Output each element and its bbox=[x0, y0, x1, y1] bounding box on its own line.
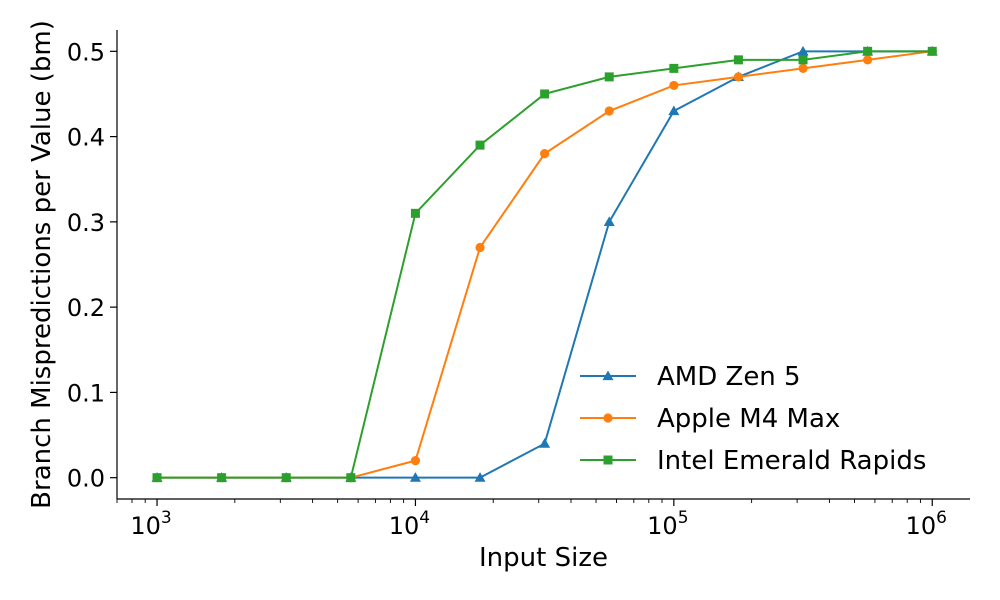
legend-marker bbox=[602, 370, 614, 381]
x-tick-label: 105 bbox=[647, 508, 688, 540]
x-tick-label-base: 10 bbox=[389, 512, 420, 540]
series-layer bbox=[151, 45, 938, 483]
data-point bbox=[539, 438, 551, 448]
data-point bbox=[152, 473, 162, 483]
data-point bbox=[346, 473, 356, 483]
legend-item: Apple M4 Max bbox=[580, 404, 840, 434]
y-tick-label: 0.5 bbox=[67, 38, 105, 66]
y-tick-label: 0.1 bbox=[67, 379, 105, 407]
x-tick-label-exponent: 3 bbox=[161, 508, 172, 528]
y-axis: 0.0 0.1 0.2 0.3 0.4 0.5 bbox=[67, 38, 117, 493]
x-tick-label-base: 10 bbox=[130, 512, 161, 540]
legend-label: AMD Zen 5 bbox=[657, 362, 801, 392]
data-point bbox=[604, 72, 614, 82]
legend-marker bbox=[603, 413, 613, 423]
data-point bbox=[540, 89, 550, 99]
data-point bbox=[540, 149, 550, 159]
y-tick-label: 0.4 bbox=[67, 124, 105, 152]
data-point bbox=[798, 63, 808, 73]
y-tick-label: 0.2 bbox=[67, 294, 105, 322]
data-point bbox=[474, 472, 486, 482]
x-tick-label: 104 bbox=[389, 508, 430, 540]
data-point bbox=[604, 106, 614, 116]
data-point bbox=[475, 242, 485, 253]
x-tick-label-exponent: 4 bbox=[419, 508, 430, 528]
data-point bbox=[863, 46, 873, 56]
x-axis: 103 104 105 106 bbox=[116, 499, 947, 540]
legend-item: Intel Emerald Rapids bbox=[580, 446, 926, 476]
legend-label: Apple M4 Max bbox=[657, 404, 840, 434]
x-tick-label: 103 bbox=[130, 508, 171, 540]
data-point bbox=[669, 80, 679, 91]
x-tick-label-exponent: 6 bbox=[936, 508, 947, 528]
data-point bbox=[798, 55, 808, 65]
x-tick-label-base: 10 bbox=[906, 512, 937, 540]
data-point bbox=[410, 208, 420, 218]
data-point bbox=[863, 55, 873, 65]
legend: AMD Zen 5 Apple M4 Max Intel Emerald Rapid… bbox=[580, 362, 926, 476]
data-point bbox=[733, 55, 743, 65]
y-axis-title: Branch Mispredictions per Value (bm) bbox=[27, 20, 57, 509]
data-point bbox=[669, 63, 679, 73]
data-point bbox=[603, 216, 615, 226]
data-point bbox=[281, 473, 291, 483]
legend-label: Intel Emerald Rapids bbox=[657, 446, 926, 476]
legend-item: AMD Zen 5 bbox=[580, 362, 801, 392]
x-axis-title: Input Size bbox=[479, 543, 608, 573]
data-point bbox=[668, 105, 680, 116]
plot-area bbox=[116, 30, 970, 500]
x-tick-label-base: 10 bbox=[647, 512, 678, 540]
y-tick-label: 0.3 bbox=[67, 209, 105, 237]
legend-marker bbox=[603, 455, 613, 465]
data-point bbox=[733, 72, 744, 82]
data-point bbox=[409, 472, 421, 482]
x-tick-label-exponent: 5 bbox=[678, 508, 689, 528]
data-point bbox=[797, 45, 809, 56]
x-tick-label: 106 bbox=[906, 508, 947, 540]
y-tick-label: 0.0 bbox=[67, 465, 105, 493]
data-point bbox=[475, 140, 485, 150]
series-intel-emerald-rapids bbox=[152, 46, 937, 483]
data-point bbox=[217, 473, 227, 483]
data-point bbox=[927, 46, 937, 56]
data-point bbox=[410, 456, 421, 466]
